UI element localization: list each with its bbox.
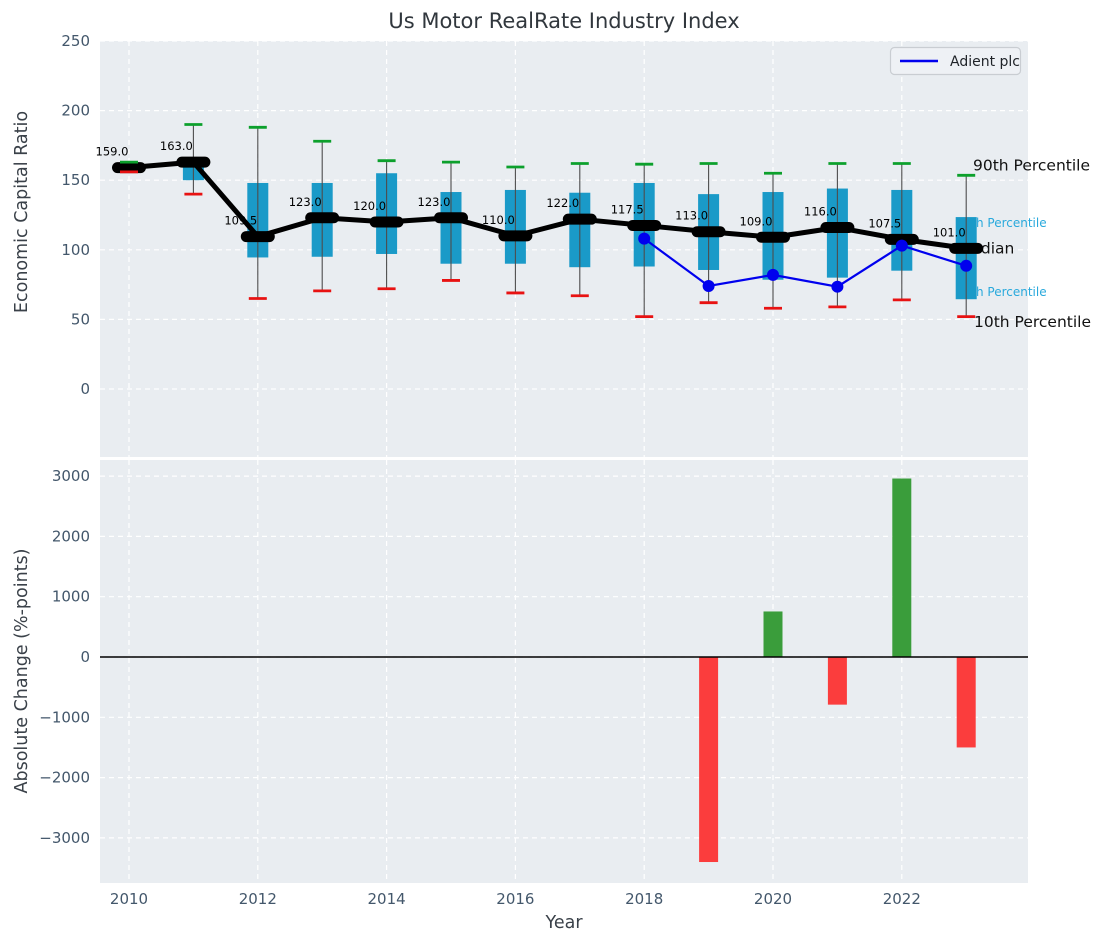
bottom-ytick--2000: −2000 — [39, 769, 90, 787]
xtick-2022: 2022 — [883, 890, 921, 908]
median-label-2018: 117.5 — [611, 202, 644, 216]
bottom-ytick-0: 0 — [80, 648, 90, 666]
median-marker-2021 — [820, 222, 855, 234]
change-bar-2020 — [763, 611, 783, 657]
change-bar-2021 — [827, 657, 847, 705]
top-ytick-100: 100 — [61, 241, 90, 259]
xtick-2010: 2010 — [110, 890, 148, 908]
median-marker-2014 — [369, 216, 404, 228]
bottom-ytick--1000: −1000 — [39, 708, 90, 726]
change-bar-2022 — [892, 478, 912, 657]
top-panel-background — [100, 41, 1028, 457]
legend: Adient plc — [889, 46, 1022, 76]
adient-point-2018 — [638, 232, 651, 245]
median-marker-2010 — [112, 162, 146, 174]
top-ytick-150: 150 — [61, 171, 90, 189]
median-marker-2013 — [305, 212, 340, 224]
median-label-2016: 110.0 — [482, 213, 515, 227]
adient-point-2020 — [767, 268, 779, 281]
annotation-75th-percentile: 75th Percentile — [956, 216, 1047, 230]
bottom-ytick-3000: 3000 — [52, 467, 90, 485]
median-label-2020: 109.0 — [740, 214, 773, 228]
median-label-2023: 101.0 — [933, 225, 966, 239]
median-marker-2012 — [240, 231, 275, 243]
median-marker-2011 — [176, 156, 211, 168]
median-label-2012: 109.5 — [224, 214, 257, 228]
top-ytick-0: 0 — [80, 380, 90, 398]
adient-point-2022 — [895, 239, 908, 252]
annotation-90th-percentile: 90th Percentile — [973, 157, 1090, 175]
median-marker-2019 — [691, 226, 726, 238]
bottom-y-axis-label: Absolute Change (%-points) — [12, 549, 32, 794]
median-marker-2017 — [562, 213, 597, 225]
median-label-2021: 116.0 — [804, 205, 837, 219]
median-label-2011: 163.0 — [160, 139, 193, 153]
change-bar-2019 — [699, 657, 719, 863]
whisker-caps — [120, 123, 976, 319]
xtick-2014: 2014 — [368, 890, 406, 908]
change-bars — [699, 478, 976, 863]
bottom-ytick-2000: 2000 — [52, 527, 90, 545]
bottom-panel-background — [100, 460, 1028, 883]
median-value-labels: 159.0 163.0 109.5 123.0 120.0 123.0 110.0 122.0… — [96, 139, 966, 239]
median-marker-2018 — [627, 219, 662, 231]
adient-point-2023 — [960, 259, 973, 272]
median-marker-2015 — [434, 212, 468, 224]
median-label-2017: 122.0 — [546, 196, 579, 210]
xtick-2018: 2018 — [625, 890, 663, 908]
top-ytick-50: 50 — [71, 310, 90, 328]
median-marker-2016 — [498, 230, 533, 242]
bottom-ytick-1000: 1000 — [52, 588, 90, 606]
median-marker-2022 — [884, 233, 919, 245]
median-label-2019: 113.0 — [675, 209, 708, 223]
median-marker-2023 — [949, 242, 984, 254]
chart-title: Us Motor RealRate Industry Index — [388, 9, 739, 33]
median-marker-2020 — [756, 231, 790, 243]
change-bar-2023 — [956, 657, 976, 748]
axis-ticks: 0 50 100 150 200 250 −3000 −2000 −1000 0 1000 2000 3… — [39, 32, 921, 908]
annotation-25th-percentile: 25th Percentile — [956, 285, 1047, 299]
adient-point-2019 — [702, 279, 715, 292]
xtick-2020: 2020 — [754, 890, 792, 908]
median-label-2022: 107.5 — [868, 216, 901, 230]
adient-point-2021 — [831, 280, 844, 293]
legend-box — [889, 46, 1022, 76]
xtick-2012: 2012 — [239, 890, 277, 908]
top-ytick-250: 250 — [61, 32, 90, 50]
annotation-10th-percentile: 10th Percentile — [974, 313, 1091, 331]
top-y-axis-label: Economic Capital Ratio — [12, 111, 32, 313]
bottom-ytick--3000: −3000 — [39, 829, 90, 847]
median-line — [112, 156, 984, 254]
top-ytick-200: 200 — [61, 102, 90, 120]
median-label-2015: 123.0 — [418, 195, 451, 209]
xtick-2016: 2016 — [496, 890, 534, 908]
company-series — [638, 232, 973, 293]
median-label-2014: 120.0 — [353, 199, 386, 213]
legend-label: Adient plc — [950, 54, 1020, 70]
adient-line — [643, 237, 967, 288]
median-label-2013: 123.0 — [289, 195, 322, 209]
median-label-2010: 159.0 — [96, 145, 129, 159]
x-axis-label: Year — [544, 913, 583, 933]
